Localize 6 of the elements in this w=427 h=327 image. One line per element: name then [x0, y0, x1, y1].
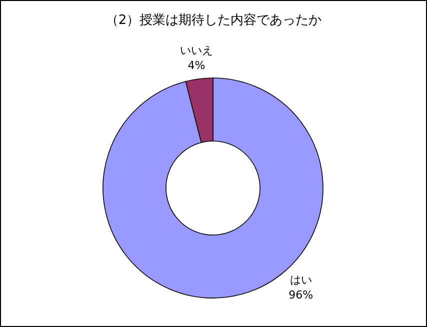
data-label: 96% — [288, 288, 314, 302]
slice-label: はい — [290, 273, 312, 286]
donut-slice — [102, 78, 324, 298]
data-label: 4% — [188, 59, 206, 72]
slice-label: いいえ — [180, 44, 213, 58]
chart-title: （2）授業は期待した内容であったか — [105, 12, 322, 28]
